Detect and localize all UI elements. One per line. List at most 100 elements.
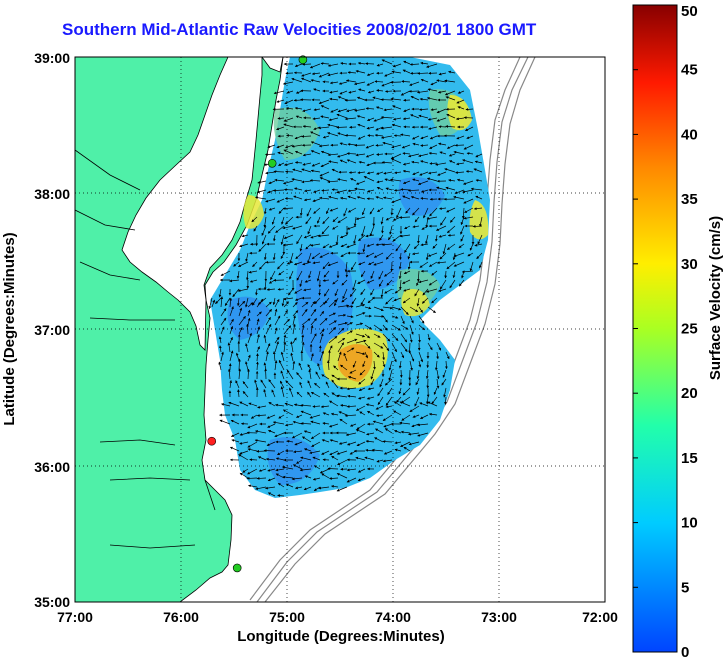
velocity-arrow [292,168,303,173]
velocity-arrow [290,341,294,353]
velocity-arrow [418,351,424,363]
velocity-arrow [238,454,249,461]
velocity-arrow [263,389,267,398]
velocity-arrow [245,297,249,308]
velocity-arrow [384,72,393,77]
velocity-arrow [330,485,339,488]
velocity-arrow [229,279,240,283]
velocity-arrow [284,197,294,201]
velocity-arrow [413,243,420,250]
velocity-arrow [433,387,438,395]
velocity-arrow [427,401,438,407]
velocity-arrow [340,62,348,65]
velocity-arrow [270,270,276,281]
velocity-arrow [350,261,357,271]
velocity-arrow [426,177,438,182]
velocity-arrow [346,387,357,391]
velocity-arrow [251,216,258,223]
station-marker [267,158,277,168]
velocity-arrow [348,90,357,94]
velocity-arrow [256,298,264,308]
velocity-arrow [218,361,222,371]
velocity-arrow [457,106,465,110]
velocity-arrow [356,115,366,119]
velocity-arrow [229,297,233,308]
velocity-arrow [315,371,321,380]
velocity-arrow [353,216,357,227]
velocity-arrow [281,466,294,470]
velocity-arrow [327,467,339,470]
velocity-arrow [321,374,330,380]
velocity-arrow [342,288,348,300]
velocity-arrow [408,432,420,436]
velocity-arrow [320,115,330,119]
velocity-arrow [353,81,366,86]
velocity-arrow [301,72,312,77]
velocity-arrow [237,288,249,292]
velocity-arrow [254,439,267,443]
velocity-arrow [355,429,366,434]
velocity-arrow [425,252,429,261]
velocity-arrow [427,306,436,313]
velocity-arrow [380,288,384,298]
velocity-arrow [247,354,251,362]
velocity-arrow [346,477,357,483]
plot-frame [74,56,606,603]
velocity-arrow [255,196,267,200]
velocity-arrow [401,414,411,421]
velocity-arrow [329,90,339,94]
velocity-arrow [231,439,240,443]
velocity-arrow [265,351,269,362]
velocity-arrow [336,450,348,455]
velocity-arrow [373,351,380,358]
velocity-arrow [326,207,330,215]
velocity-arrow [346,338,358,344]
velocity-arrow [304,475,312,479]
velocity-arrow [388,369,393,381]
y-tick-label: 38:00 [34,186,70,202]
velocity-arrow [265,457,276,461]
velocity-arrow [394,430,402,434]
velocity-arrow [367,189,375,193]
x-tick-label: 76:00 [163,609,199,625]
velocity-arrow [312,198,321,202]
velocity-arrow [228,401,240,407]
velocity-arrow [428,126,438,130]
velocity-arrow [351,297,357,305]
velocity-arrow [254,379,258,389]
velocity-arrow [469,261,474,272]
velocity-arrow [355,351,366,355]
velocity-arrow [364,351,368,359]
velocity-arrow [283,149,294,155]
velocity-arrow [361,207,366,216]
velocity-arrow [438,72,447,76]
velocity-arrow [276,198,285,203]
velocity-arrow [329,400,339,407]
velocity-arrow [265,316,271,326]
velocity-arrow [429,135,438,140]
velocity-arrow [432,243,438,249]
velocity-arrow [373,315,385,318]
velocity-arrow [479,216,483,228]
velocity-arrow [238,358,241,371]
velocity-arrow [400,342,408,353]
velocity-arrow [412,178,420,182]
velocity-arrow [420,189,429,193]
velocity-arrow [385,396,393,406]
velocity-arrow [373,333,381,338]
velocity-arrow [378,270,384,280]
velocity-arrow [346,468,357,472]
velocity-arrow [333,365,339,371]
velocity-arrow [402,195,411,200]
velocity-arrow [393,297,402,302]
velocity-arrow [319,171,330,177]
velocity-arrow [375,428,384,434]
velocity-arrow [364,306,372,310]
velocity-arrow [346,330,353,335]
velocity-arrow [365,153,375,158]
velocity-arrow [230,432,240,437]
velocity-arrow [445,125,456,128]
velocity-arrow [401,144,411,149]
velocity-arrow [444,396,447,405]
